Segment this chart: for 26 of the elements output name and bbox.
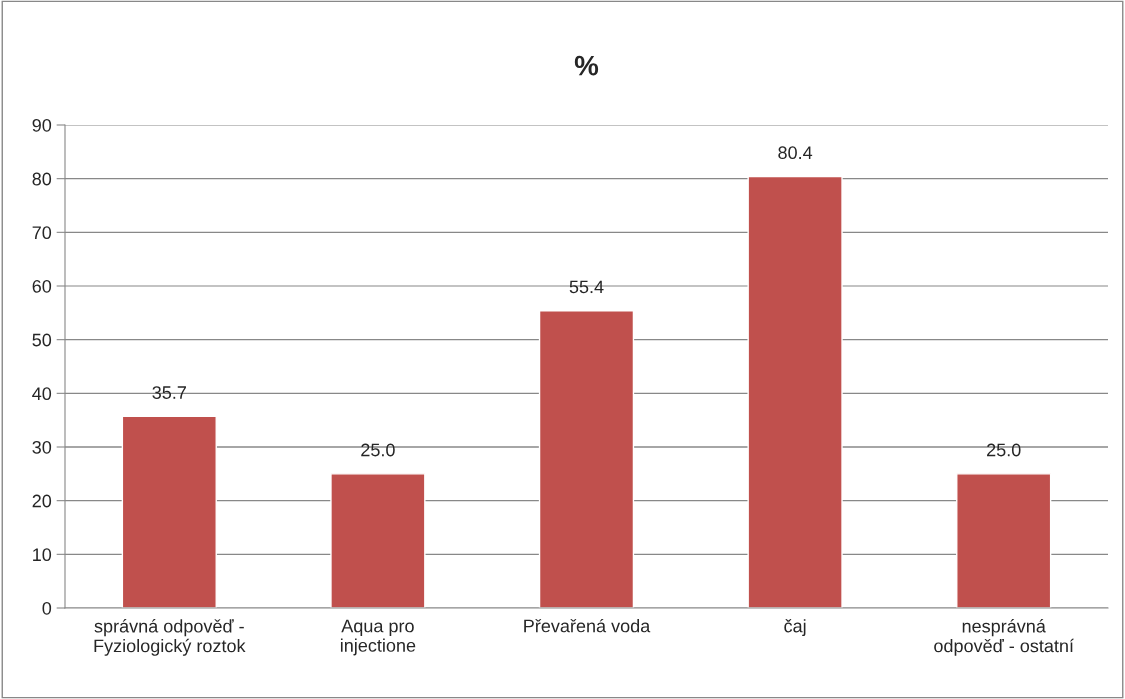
- y-tick-label: 10: [33, 548, 52, 562]
- x-tick-label: správná odpověď - Fyziologický roztok: [94, 619, 246, 656]
- bar: [747, 175, 843, 608]
- bar: [330, 473, 426, 608]
- x-tick-label: Aqua pro injectione: [340, 619, 416, 656]
- data-label: 55.4: [569, 280, 604, 294]
- bar: [538, 309, 635, 608]
- y-tick-label: 50: [32, 333, 52, 347]
- y-tick-label: 90: [32, 118, 52, 132]
- x-tick-label: Převařená voda: [524, 618, 651, 633]
- data-label: 80.4: [778, 146, 813, 160]
- y-tick-label: 60: [32, 279, 52, 293]
- y-tick-label: 0: [42, 601, 52, 615]
- data-label: 35.7: [152, 386, 186, 399]
- chart-title: %: [574, 55, 599, 76]
- y-tick-label: 70: [32, 226, 52, 240]
- y-tick-label: 40: [32, 387, 52, 401]
- bar: [121, 415, 217, 608]
- data-label: 25.0: [361, 443, 395, 457]
- x-tick-label: čaj: [784, 619, 806, 636]
- y-tick-label: 80: [32, 172, 52, 186]
- bar: [956, 473, 1052, 608]
- x-tick-label: nesprávná odpověď - ostatní: [934, 619, 1074, 656]
- y-tick-label: 30: [32, 440, 52, 454]
- y-tick-label: 20: [32, 494, 52, 508]
- data-label: 25.0: [987, 443, 1021, 457]
